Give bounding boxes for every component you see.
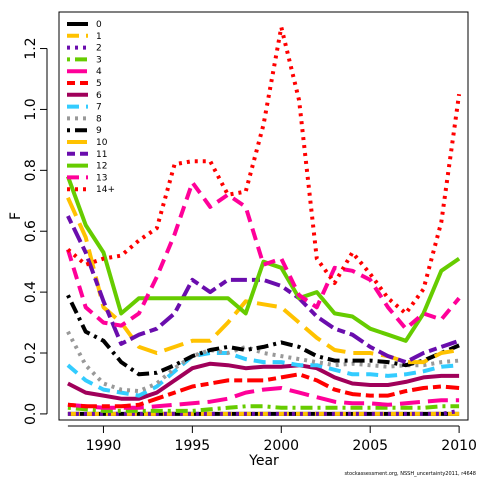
y-axis-label: F (8, 212, 24, 220)
x-tick-label: 2010 (441, 438, 477, 454)
y-tick-label: 0.0 (23, 403, 39, 425)
legend-label: 2 (96, 44, 102, 54)
legend-label: 13 (96, 173, 107, 183)
y-tick-label: 0.6 (23, 220, 39, 242)
x-axis: 1990 1995 2000 2005 2010 (67, 425, 477, 454)
x-tick-label: 2000 (263, 438, 299, 454)
legend-label: 14+ (96, 185, 115, 195)
series-line-9 (66, 294, 460, 377)
legend-label: 4 (96, 67, 102, 77)
series-lines (65, 25, 462, 416)
series-line-8 (66, 330, 460, 394)
legend-label: 11 (96, 150, 107, 160)
series-line-7 (66, 351, 460, 398)
series-line-14plus (66, 25, 462, 316)
series-line-13 (65, 180, 461, 331)
x-tick-label: 1990 (86, 438, 122, 454)
legend-label: 12 (96, 162, 107, 172)
legend-label: 10 (96, 138, 108, 148)
y-tick-label: 1.0 (23, 98, 39, 120)
series-line-2 (67, 408, 460, 416)
legend-label: 9 (96, 126, 102, 136)
plot-area (58, 11, 469, 421)
series-line-11 (66, 215, 460, 365)
y-tick-label: 0.2 (23, 342, 39, 364)
legend-label: 7 (96, 103, 102, 113)
x-axis-label: Year (248, 453, 279, 469)
legend-label: 1 (96, 32, 102, 42)
x-tick-label: 1995 (175, 438, 211, 454)
footer-credit: stockassessment.org, NSSH_uncertainty201… (344, 471, 476, 477)
legend-label: 5 (96, 79, 102, 89)
y-tick-label: 0.4 (23, 281, 39, 303)
legend-label: 3 (96, 55, 102, 65)
legend-label: 6 (96, 91, 102, 101)
series-line-4 (67, 386, 460, 410)
legend-label: 8 (96, 114, 102, 124)
y-tick-label: 1.2 (23, 37, 39, 59)
series-line-3 (67, 404, 460, 413)
series-line-12 (66, 175, 461, 343)
y-axis: 0.0 0.2 0.4 0.6 0.8 1.0 1.2 (23, 37, 48, 425)
series-line-5 (67, 372, 460, 409)
legend-label: 0 (96, 20, 102, 30)
x-tick-label: 2005 (352, 438, 388, 454)
series-line-6 (66, 361, 460, 401)
y-tick-label: 0.8 (23, 159, 39, 181)
